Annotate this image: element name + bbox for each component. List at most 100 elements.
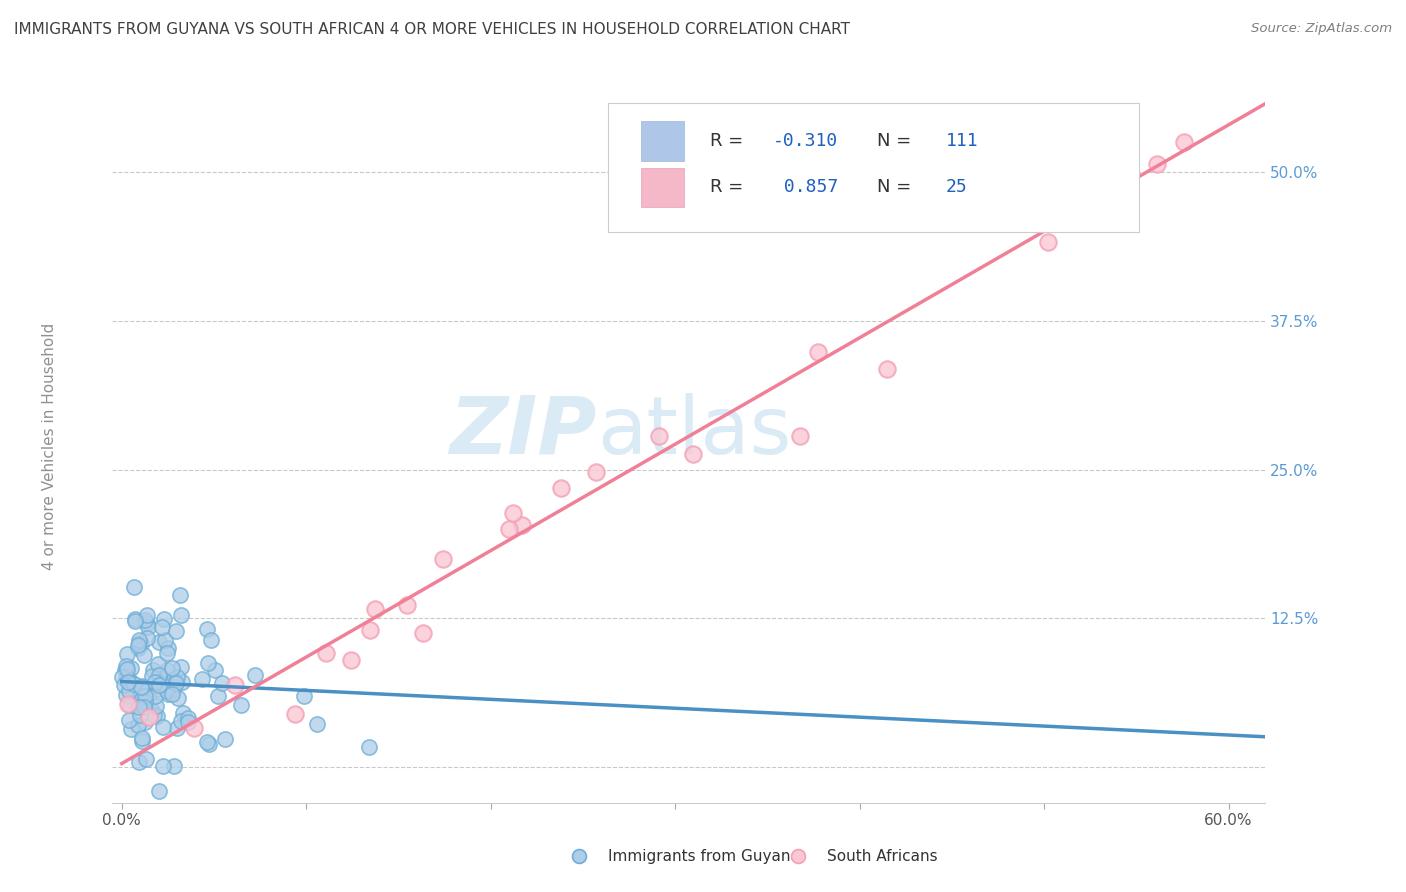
Text: South Africans: South Africans [827,849,938,863]
Point [115,672,138,686]
Point [284,706,307,721]
Point [207,689,229,703]
Point [142,663,165,677]
Point [128,636,150,650]
Point [363,602,385,616]
Point [150,620,173,634]
Point [120,661,142,675]
Point [498,522,520,536]
Point [153,612,176,626]
Text: ZIP: ZIP [450,392,596,471]
FancyBboxPatch shape [609,103,1139,232]
Point [148,678,170,692]
Point [134,689,156,703]
Point [114,663,136,677]
Text: 4 or more Vehicles in Household: 4 or more Vehicles in Household [42,322,56,570]
Text: N =: N = [877,132,911,150]
Point [155,633,177,648]
Point [789,429,811,443]
Point [124,615,146,629]
Point [134,613,156,627]
Point [231,698,253,712]
Point [117,647,139,661]
Point [170,714,193,729]
Point [135,608,157,623]
Point [183,721,205,735]
Point [134,714,156,729]
Point [198,738,221,752]
Point [136,632,159,646]
Point [172,706,194,720]
Point [160,687,183,701]
Point [127,718,149,732]
Point [121,676,143,690]
Point [148,668,170,682]
Point [170,675,193,690]
Point [134,695,156,709]
Point [858,849,880,863]
Point [170,659,193,673]
Point [138,710,160,724]
Point [1173,135,1195,149]
Point [550,481,572,495]
Point [292,689,315,703]
FancyBboxPatch shape [641,121,685,161]
Point [111,670,134,684]
Point [128,632,150,647]
Point [169,588,191,602]
Point [156,684,179,698]
Point [145,681,167,696]
Point [1036,235,1059,249]
Point [122,580,145,594]
Point [118,698,141,712]
Text: atlas: atlas [596,392,792,471]
Point [648,429,671,443]
Text: Source: ZipAtlas.com: Source: ZipAtlas.com [1251,22,1392,36]
Point [156,640,179,655]
Point [115,662,138,676]
Text: IMMIGRANTS FROM GUYANA VS SOUTH AFRICAN 4 OR MORE VEHICLES IN HOUSEHOLD CORRELAT: IMMIGRANTS FROM GUYANA VS SOUTH AFRICAN … [14,22,851,37]
Point [127,695,149,709]
Text: 111: 111 [946,132,979,150]
Point [148,634,170,648]
Point [155,672,177,686]
Point [118,683,141,698]
Point [195,622,218,636]
Point [162,673,184,688]
Point [146,657,169,672]
Point [166,721,188,735]
Point [114,659,136,673]
Point [141,704,163,718]
Point [165,676,187,690]
Point [131,734,153,748]
Point [211,675,233,690]
Point [162,661,184,675]
Point [339,653,361,667]
Point [149,676,172,690]
Text: Immigrants from Guyana: Immigrants from Guyana [609,849,800,863]
Point [432,552,454,566]
Point [117,671,139,685]
Point [136,616,159,631]
Point [163,677,186,691]
FancyBboxPatch shape [641,168,685,207]
Point [585,465,607,479]
Text: R =: R = [710,178,742,196]
Point [163,759,186,773]
Point [143,674,166,689]
Point [307,717,329,731]
Point [129,687,152,701]
Point [145,709,167,723]
Point [128,700,150,714]
Point [315,646,337,660]
Point [141,669,163,683]
Point [118,713,141,727]
Point [214,731,236,746]
Point [224,678,246,692]
Point [156,663,179,677]
Point [167,691,190,706]
Point [132,700,155,714]
Point [204,664,226,678]
Point [162,682,184,697]
Point [127,640,149,655]
